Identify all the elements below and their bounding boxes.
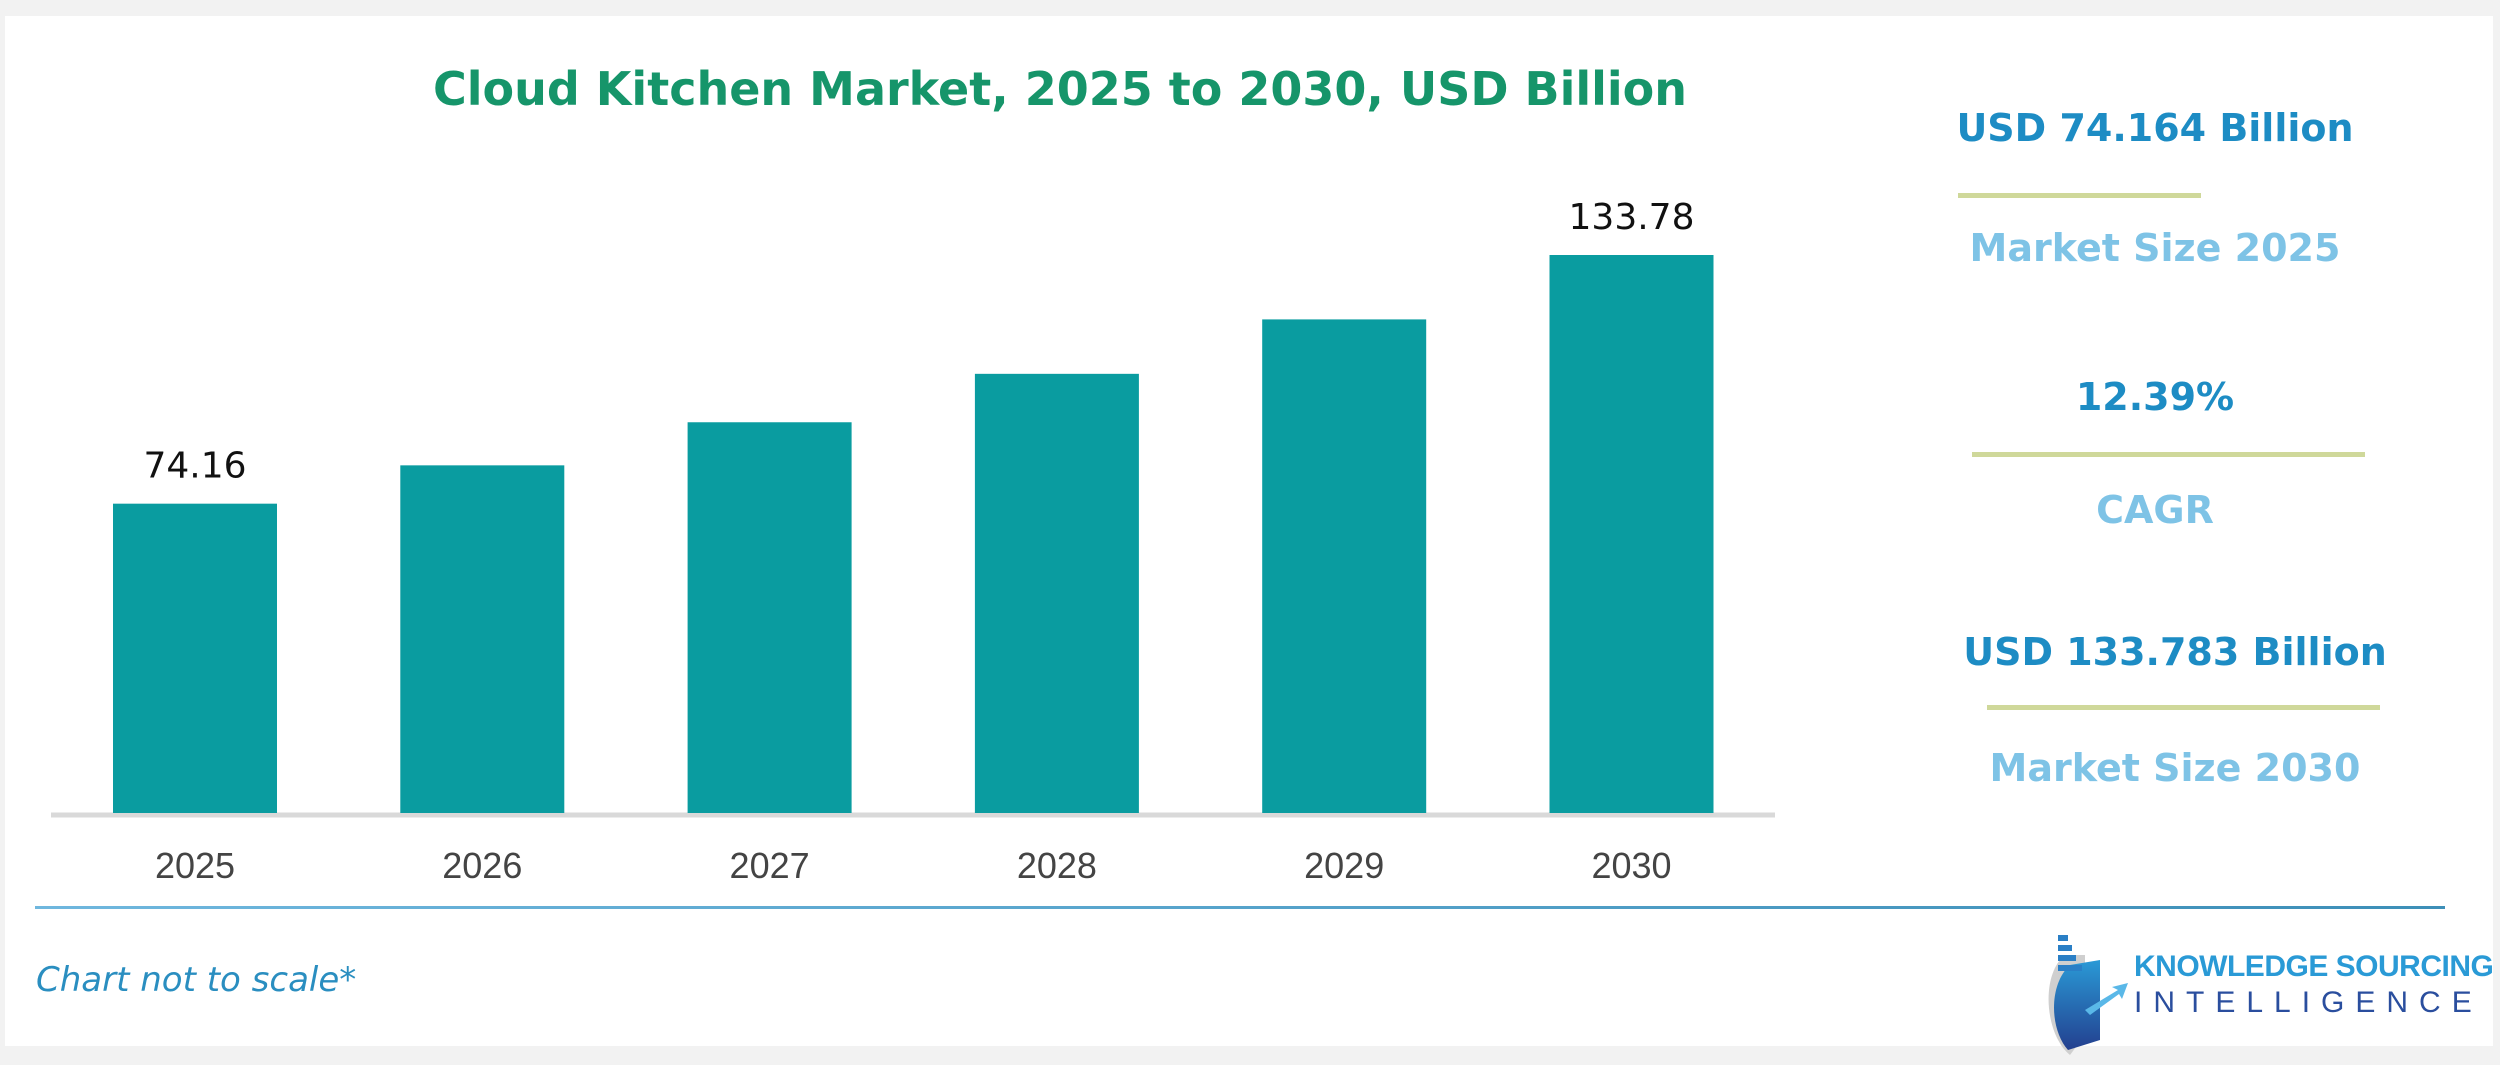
bar-2027 — [687, 422, 852, 813]
logo-text-line1: KNOWLEDGE SOURCING — [2134, 950, 2494, 983]
bar-2025 — [113, 503, 277, 813]
stat-market-size-2030-label: Market Size 2030 — [1989, 746, 2361, 790]
x-tick-label: 2025 — [155, 845, 235, 886]
bar-2026 — [400, 465, 565, 813]
x-tick-label: 2028 — [1017, 845, 1097, 886]
bar-2028 — [974, 373, 1139, 813]
data-label: 133.78 — [1569, 197, 1695, 238]
chart-title: Cloud Kitchen Market, 2025 to 2030, USD … — [432, 62, 1688, 116]
divider-rule — [1972, 452, 2365, 457]
logo-text-line2: INTELLIGENCE — [2134, 986, 2483, 1019]
x-tick-label: 2029 — [1304, 845, 1384, 886]
footer-divider — [35, 906, 2445, 909]
bar-2030 — [1549, 255, 1714, 813]
divider-rule — [1987, 705, 2380, 710]
knowledge-sourcing-logo-icon — [2048, 935, 2128, 1055]
stat-market-size-2030-value: USD 133.783 Billion — [1963, 630, 2387, 674]
stat-market-size-2025-value: USD 74.164 Billion — [1956, 106, 2354, 150]
stat-cagr-value: 12.39% — [2075, 375, 2235, 419]
divider-rule — [1958, 193, 2201, 198]
x-tick-label: 2027 — [730, 845, 810, 886]
stat-market-size-2025-label: Market Size 2025 — [1969, 226, 2341, 270]
bar-2029 — [1262, 319, 1427, 813]
x-tick-label: 2030 — [1591, 845, 1671, 886]
x-tick-label: 2026 — [442, 845, 522, 886]
stat-cagr-label: CAGR — [2096, 488, 2214, 532]
data-label: 74.16 — [143, 446, 246, 487]
footnote: Chart not to scale* — [36, 960, 357, 1000]
